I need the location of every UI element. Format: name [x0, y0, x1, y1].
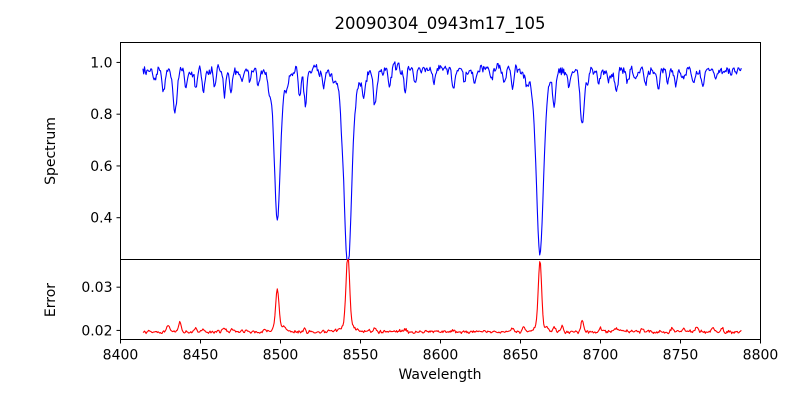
y-tick-label: 0.8 — [90, 107, 112, 123]
figure-title: 20090304_0943m17_105 — [334, 14, 545, 34]
error-plot-frame — [120, 259, 761, 340]
x-tick-label: 8500 — [263, 348, 299, 364]
data-lines — [142, 61, 742, 335]
error-y-axis-label: Error — [43, 283, 59, 317]
axis-ticks: 0.4 0.6 0.8 1.0 0.02 0.03 8400 8450 8500 8550 8600… — [81, 55, 778, 363]
spectrum-line — [142, 61, 742, 261]
spectrum-y-axis-label: Spectrum — [43, 117, 59, 185]
plot-frames — [120, 42, 761, 340]
x-tick-label: 8650 — [503, 348, 539, 364]
y-tick-label: 0.4 — [90, 211, 112, 227]
x-tick-label: 8400 — [103, 348, 139, 364]
x-tick-label: 8600 — [423, 348, 459, 364]
y-tick-label: 0.03 — [81, 280, 112, 296]
y-tick-label: 0.02 — [81, 323, 112, 339]
y-tick-label: 1.0 — [90, 55, 112, 71]
x-tick-label: 8800 — [743, 348, 779, 364]
y-tick-label: 0.6 — [90, 159, 112, 175]
x-tick-label: 8550 — [343, 348, 379, 364]
x-tick-label: 8450 — [183, 348, 219, 364]
x-tick-label: 8700 — [583, 348, 619, 364]
x-axis-label: Wavelength — [398, 367, 481, 383]
x-tick-label: 8750 — [663, 348, 699, 364]
error-line — [142, 258, 742, 335]
